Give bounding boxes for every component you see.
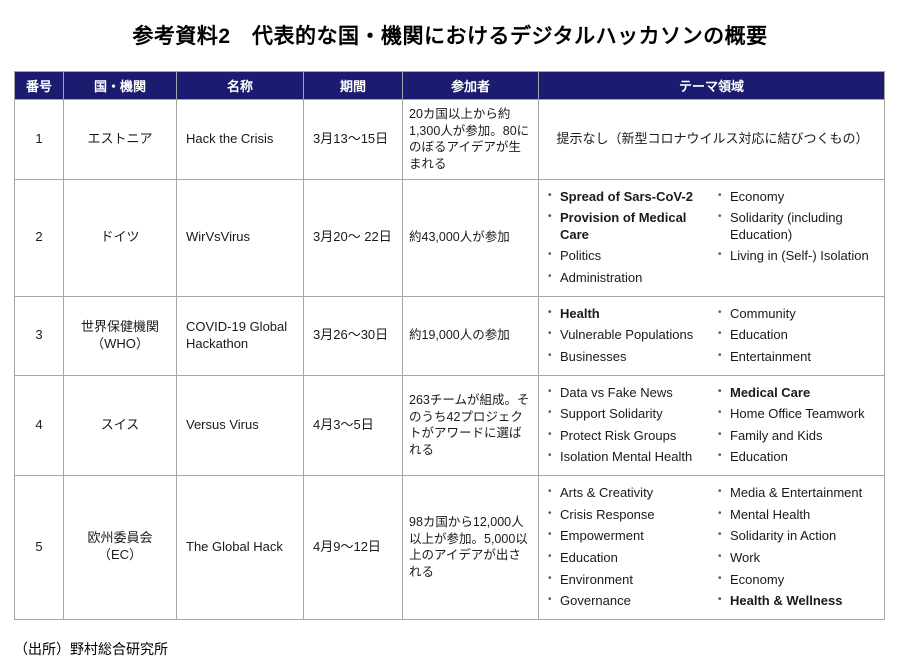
theme-note: 提示なし（新型コロナウイルス対応に結びつくもの） (556, 130, 869, 146)
cell-org: エストニア (63, 99, 177, 180)
theme-item: Health & Wellness (717, 593, 880, 610)
cell-name: The Global Hack (176, 475, 304, 620)
column-header: 期間 (303, 71, 403, 100)
theme-columns: Spread of Sars-CoV-2 Provision of Medical… (545, 184, 880, 292)
theme-item: Work (717, 550, 880, 567)
column-header: 名称 (176, 71, 304, 100)
theme-item: Protect Risk Groups (547, 428, 713, 445)
theme-columns: HealthVulnerable PopulationsBusinessesCo… (545, 301, 880, 371)
theme-item: Businesses (547, 349, 713, 366)
theme-item: Spread of Sars-CoV-2 (547, 189, 713, 206)
cell-period: 4月3〜5日 (303, 374, 403, 476)
theme-item: Education (547, 550, 713, 567)
theme-item: Environment (547, 572, 713, 589)
theme-item: Community (717, 306, 880, 323)
cell-participants: 263チームが組成。そのうち42プロジェクトがアワードに選ばれる (402, 374, 539, 476)
theme-list-right: Medical Care Home Office Teamwork Family a… (717, 380, 880, 472)
theme-item: Mental Health (717, 507, 880, 524)
theme-item: Politics (547, 248, 713, 265)
theme-item: Economy (717, 572, 880, 589)
theme-item: Economy (717, 189, 880, 206)
cell-name: Hack the Crisis (176, 99, 304, 180)
cell-org: ドイツ (63, 178, 177, 297)
theme-item: Media & Entertainment (717, 485, 880, 502)
cell-participants: 98カ国から12,000人以上が参加。5,000以上のアイデアが出される (402, 475, 539, 620)
theme-item: Governance (547, 593, 713, 610)
column-header: 国・機関 (63, 71, 177, 100)
cell-number: 1 (14, 99, 64, 180)
theme-list-right: Media & Entertainment Mental Health Solida… (717, 480, 880, 615)
theme-item: Education (717, 449, 880, 466)
theme-item: Health (547, 306, 713, 323)
cell-number: 3 (14, 295, 64, 376)
theme-item: Administration (547, 270, 713, 287)
column-header: テーマ領域 (538, 71, 885, 100)
theme-item: Empowerment (547, 528, 713, 545)
cell-org: 欧州委員会 （EC） (63, 475, 177, 620)
theme-item: Family and Kids (717, 428, 880, 445)
cell-period: 3月20〜 22日 (303, 178, 403, 297)
theme-item: Solidarity (including Education) (717, 210, 880, 243)
table-body: 1 エストニア Hack the Crisis 3月13〜15日 20カ国以上から約1,… (14, 99, 885, 620)
theme-item: Entertainment (717, 349, 880, 366)
page: 参考資料2 代表的な国・機関におけるデジタルハッカソンの概要 番号 国・機関 名称期… (0, 20, 900, 659)
theme-columns: Arts & Creativity Crisis Response Empowerm… (545, 480, 880, 615)
cell-themes: Data vs Fake News Support Solidarity Prote… (538, 374, 885, 476)
source-note: （出所）野村総合研究所 (14, 640, 168, 657)
cell-period: 3月13〜15日 (303, 99, 403, 180)
cell-name: WirVsVirus (176, 178, 304, 297)
cell-themes: 提示なし（新型コロナウイルス対応に結びつくもの） (538, 99, 885, 180)
theme-list-right: Community Education Entertainment (717, 301, 880, 371)
cell-org: スイス (63, 374, 177, 476)
cell-participants: 約43,000人が参加 (402, 178, 539, 297)
table-row: 3 世界保健機関 （WHO） COVID-19 Global Hackathon 3月… (14, 295, 885, 376)
cell-period: 3月26〜30日 (303, 295, 403, 376)
theme-list-left: Health Vulnerable Populations Businesses (547, 301, 713, 371)
theme-list-left: Spread of Sars-CoV-2 Provision of Medical… (547, 184, 713, 292)
cell-number: 2 (14, 178, 64, 297)
column-header: 参加者 (402, 71, 539, 100)
theme-columns: Data vs Fake News Support Solidarity Prote… (545, 380, 880, 472)
cell-number: 4 (14, 374, 64, 476)
table-row: 4 スイス Versus Virus 4月3〜5日 263チームが組成。そのうち42プロ… (14, 374, 885, 476)
hackathon-table: 番号 国・機関 名称 期間 参加者 テーマ領域 1 エストニア Hack the Crisis… (14, 71, 885, 620)
cell-themes: HealthVulnerable PopulationsBusinessesCo… (538, 295, 885, 376)
cell-org: 世界保健機関 （WHO） (63, 295, 177, 376)
cell-participants: 約19,000人の参加 (402, 295, 539, 376)
theme-item: Data vs Fake News (547, 385, 713, 402)
table-row: 5 欧州委員会 （EC） The Global Hack 4月9〜12日 98カ国から1… (14, 475, 885, 620)
theme-item: Arts & Creativity (547, 485, 713, 502)
theme-item: Living in (Self-) Isolation (717, 248, 880, 265)
theme-item: Support Solidarity (547, 406, 713, 423)
cell-name: COVID-19 Global Hackathon (176, 295, 304, 376)
cell-participants: 20カ国以上から約1,300人が参加。80にのぼるアイデアが生まれる (402, 99, 539, 180)
table-row: 1 エストニア Hack the Crisis 3月13〜15日 20カ国以上から約1,… (14, 99, 885, 180)
theme-item: Vulnerable Populations (547, 327, 713, 344)
theme-item: Medical Care (717, 385, 880, 402)
theme-item: Provision of Medical Care (547, 210, 713, 243)
cell-themes: Arts & Creativity Crisis Response Empowerm… (538, 475, 885, 620)
cell-period: 4月9〜12日 (303, 475, 403, 620)
page-title: 参考資料2 代表的な国・機関におけるデジタルハッカソンの概要 (132, 25, 768, 48)
theme-list-left: Data vs Fake News Support Solidarity Prote… (547, 380, 713, 472)
cell-themes: Spread of Sars-CoV-2 Provision of Medical… (538, 178, 885, 297)
theme-list-left: Arts & Creativity Crisis Response Empowerm… (547, 480, 713, 615)
theme-list-right: Economy Solidarity (including Education) L… (717, 184, 880, 292)
cell-name: Versus Virus (176, 374, 304, 476)
column-header: 番号 (14, 71, 64, 100)
header-row: 番号 国・機関 名称 期間 参加者 テーマ領域 (14, 71, 885, 100)
theme-item: Solidarity in Action (717, 528, 880, 545)
theme-item: Isolation Mental Health (547, 449, 713, 466)
cell-number: 5 (14, 475, 64, 620)
theme-item: Education (717, 327, 880, 344)
theme-item: Home Office Teamwork (717, 406, 880, 423)
theme-item: Crisis Response (547, 507, 713, 524)
